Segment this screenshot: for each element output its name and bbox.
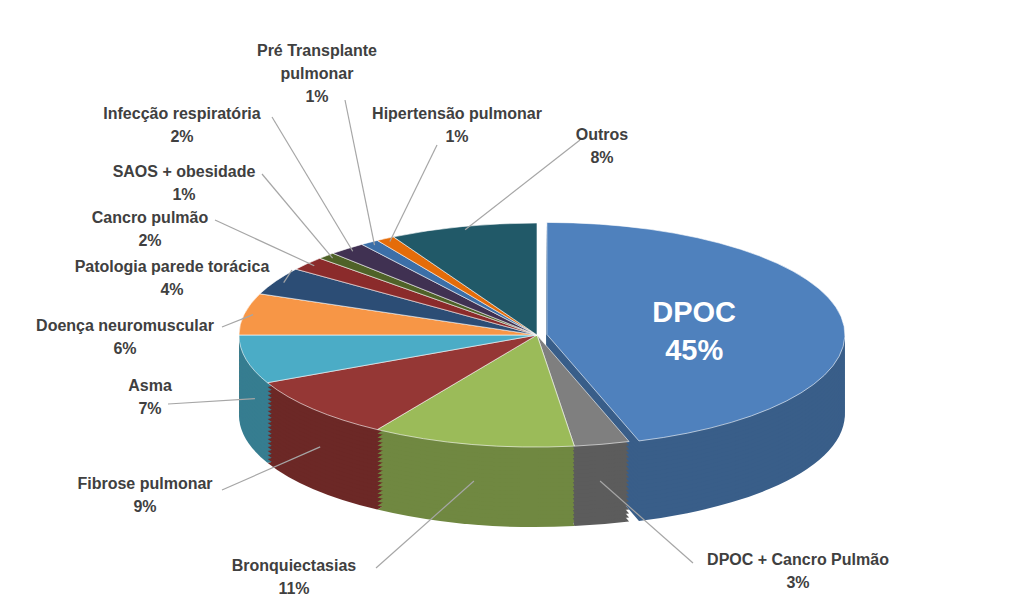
category-label-line: DPOC + Cancro Pulmão — [707, 551, 889, 568]
value-label: 2% — [138, 232, 161, 249]
category-label-line: Outros — [576, 126, 629, 143]
leader-line — [222, 447, 320, 490]
slice-label: DPOC — [652, 296, 736, 328]
category-label: Cancro pulmão — [92, 209, 209, 226]
value-label: 3% — [786, 574, 809, 591]
category-label: Bronquiectasias — [232, 557, 357, 574]
value-label: 1% — [445, 128, 468, 145]
leader-line — [345, 100, 375, 245]
labels: DPOC 45% DPOC + Cancro Pulmão 3% Bronquiecta… — [36, 42, 889, 597]
category-label-line: Fibrose pulmonar — [77, 475, 212, 492]
value-label: 6% — [113, 340, 136, 357]
category-label: DPOC + Cancro Pulmão — [707, 551, 889, 568]
pie — [239, 222, 845, 527]
value-label: 9% — [133, 498, 156, 515]
category-label-line: Asma — [128, 377, 172, 394]
chart: DPOC 45% DPOC + Cancro Pulmão 3% Bronquiecta… — [0, 0, 1024, 610]
leader-line — [376, 481, 474, 568]
category-label-line: Cancro pulmão — [92, 209, 209, 226]
value-label: 1% — [172, 186, 195, 203]
leader-line — [284, 270, 292, 283]
leader-line — [465, 140, 580, 230]
leader-line — [222, 315, 253, 327]
value-label: 8% — [590, 149, 613, 166]
category-label-line: Pré Transplante — [257, 42, 377, 59]
category-label-line: Doença neuromuscular — [36, 317, 214, 334]
leader-line — [262, 174, 333, 258]
category-label-line: SAOS + obesidade — [113, 163, 256, 180]
category-label-line: Patologia parede torácica — [75, 258, 270, 275]
leader-line — [168, 399, 255, 404]
category-label-line: pulmonar — [281, 65, 354, 82]
slice — [393, 223, 537, 335]
value-label: 11% — [278, 580, 309, 597]
category-label-line: Hipertensão pulmonar — [372, 105, 542, 122]
category-label: Patologia parede torácica — [75, 258, 270, 275]
category-label: Doença neuromuscular — [36, 317, 214, 334]
leader-line — [272, 117, 353, 251]
slice-top-layer — [239, 222, 845, 447]
category-label-line: Bronquiectasias — [232, 557, 357, 574]
leader-line — [390, 145, 437, 241]
value-label: 2% — [170, 128, 193, 145]
value-label: 4% — [160, 281, 183, 298]
category-label: Fibrose pulmonar — [77, 475, 212, 492]
value-label: 1% — [305, 88, 328, 105]
value-label: 7% — [138, 400, 161, 417]
category-label: Outros — [576, 126, 629, 143]
leader-line — [215, 220, 314, 266]
category-label: Pré Transplante pulmonar — [257, 42, 377, 82]
category-label-line: Infecção respiratória — [103, 105, 261, 122]
category-label: SAOS + obesidade — [113, 163, 256, 180]
category-label: Infecção respiratória — [103, 105, 261, 122]
value-label: 45% — [665, 334, 723, 366]
category-label: Hipertensão pulmonar — [372, 105, 542, 122]
leader-line — [600, 481, 693, 563]
slice — [239, 335, 537, 383]
category-label: Asma — [128, 377, 172, 394]
